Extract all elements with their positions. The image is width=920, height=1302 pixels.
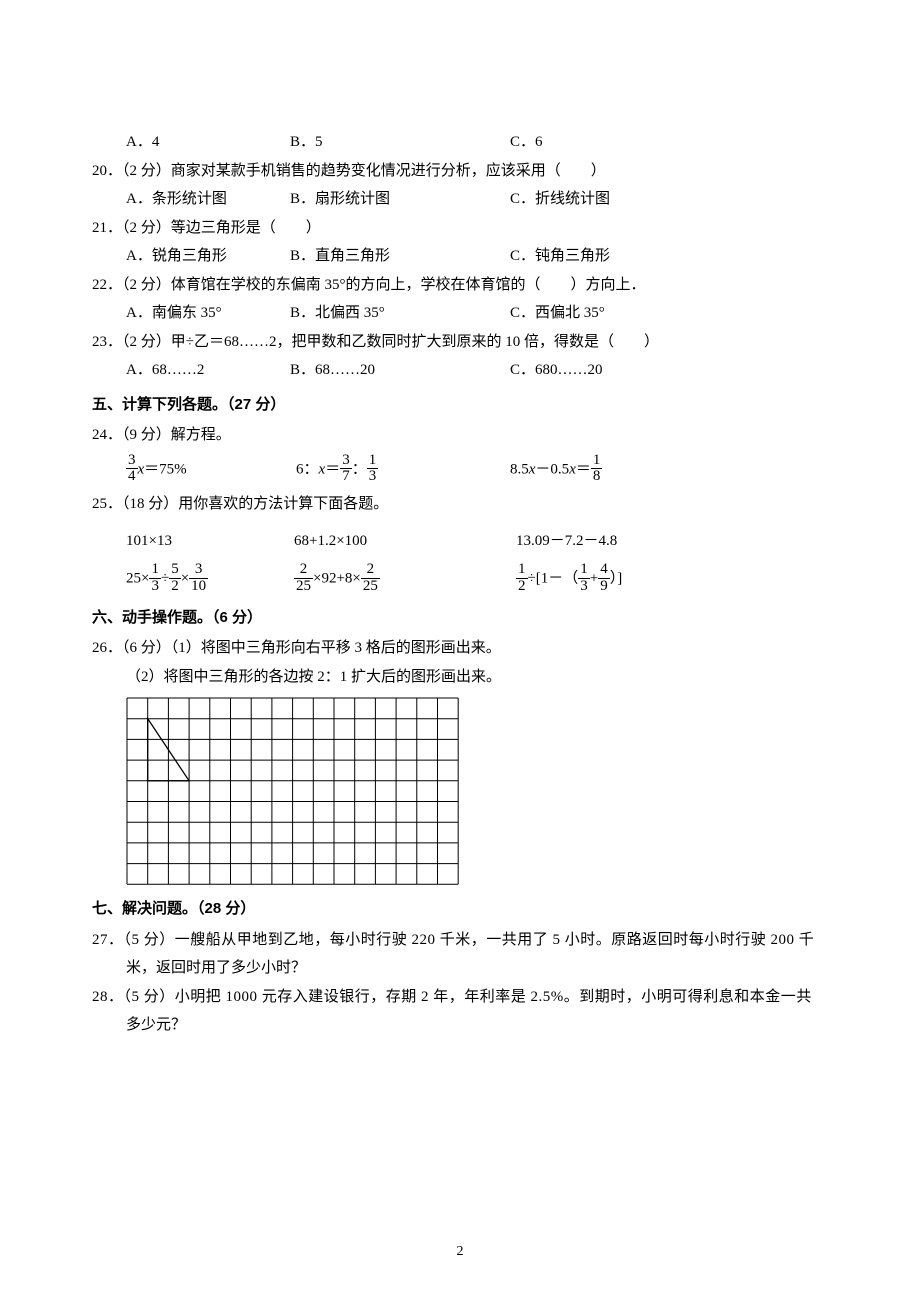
frac-n: 4 [598,562,610,579]
q21-choices: A．锐角三角形 B．直角三角形 C．钝角三角形 [92,242,828,271]
q23-choice-c: C．680……20 [510,356,710,385]
q19-choice-c: C．6 [510,128,710,157]
frac-n: 1 [591,453,603,470]
q27-line2: 米，返回时用了多少小时？ [92,954,828,983]
q22-choices: A．南偏东 35° B．北偏西 35° C．西偏北 35° [92,299,828,328]
q22-choice-b: B．北偏西 35° [290,299,510,328]
q24-eq3: 8.5x－0.5x＝18 [510,454,602,487]
q21-stem: 21．（2 分）等边三角形是（ ） [92,214,828,243]
q24-stem: 24．（9 分）解方程。 [92,421,828,450]
frac-d: 9 [598,579,610,595]
op: ×92+8× [313,571,361,587]
frac-d: 25 [361,579,380,595]
q24-equations: 34xx＝75%＝75% 6：x＝6：x＝37：13 8.5x－0.5x＝18 [92,454,828,487]
q23-stem: 23．（2 分）甲÷乙＝68……2，把甲数和乙数同时扩大到原来的 10 倍，得数… [92,328,828,357]
q19-choice-a: A．4 [92,128,290,157]
q23-choice-a: A．68……2 [92,356,290,385]
q28-line2: 多少元？ [92,1011,828,1040]
q21-choice-a: A．锐角三角形 [92,242,290,271]
frac-n: 2 [361,562,380,579]
q24-eq1: 34xx＝75%＝75% [92,454,296,487]
frac-n: 1 [149,562,161,579]
eq-mid: ： [352,461,367,477]
frac-n: 5 [169,562,181,579]
op: × [181,571,189,587]
frac-n: 3 [126,453,138,470]
q20-choice-a: A．条形统计图 [92,185,290,214]
q20-choice-c: C．折线统计图 [510,185,710,214]
q21-choice-c: C．钝角三角形 [510,242,710,271]
section-5-title: 五、计算下列各题。（27 分） [92,391,828,420]
q26-sub2: （2）将图中三角形的各边按 2：1 扩大后的图形画出来。 [92,663,828,692]
q26-stem: 26．（6 分）（1）将图中三角形向右平移 3 格后的图形画出来。 [92,634,828,663]
q26-grid [126,697,828,885]
frac-d: 2 [169,579,181,595]
q25-r2c2: 225×92+8×225 [294,563,516,596]
q25-r1c2: 68+1.2×100 [294,527,516,556]
section-7-title: 七、解决问题。（28 分） [92,895,828,924]
frac-d: 25 [294,579,313,595]
q19-choice-b: B．5 [290,128,510,157]
frac-n: 2 [294,562,313,579]
frac-d: 4 [126,469,138,485]
op: ÷ [161,571,169,587]
page-number: 2 [0,1239,920,1266]
op: + [590,571,598,587]
q22-choice-a: A．南偏东 35° [92,299,290,328]
q19-choices: A．4 B．5 C．6 [92,128,828,157]
q25-r1c1: 101×13 [92,527,294,556]
q23-choice-b: B．68……20 [290,356,510,385]
frac-n: 3 [340,453,352,470]
grid-svg [126,697,459,885]
frac-n: 1 [516,562,528,579]
q25-row2: 25×13÷52×310 225×92+8×225 12÷[1－（13+49）] [92,563,828,596]
frac-d: 3 [367,469,379,485]
q25-r2c3: 12÷[1－（13+49）] [516,563,622,596]
q20-choice-b: B．扇形统计图 [290,185,510,214]
frac-d: 2 [516,579,528,595]
q20-choices: A．条形统计图 B．扇形统计图 C．折线统计图 [92,185,828,214]
frac-d: 8 [591,469,603,485]
section-6-title: 六、动手操作题。（6 分） [92,604,828,633]
q20-stem: 20．（2 分）商家对某款手机销售的趋势变化情况进行分析，应该采用（ ） [92,157,828,186]
q24-eq2: 6：x＝6：x＝37：13 [296,454,510,487]
op: ÷[1－（ [528,571,579,587]
frac-d: 3 [578,579,590,595]
q25-r2c1: 25×13÷52×310 [92,563,294,596]
frac-n: 3 [189,562,208,579]
q27-line1: 27．（5 分）一艘船从甲地到乙地，每小时行驶 220 千米，一共用了 5 小时… [92,926,828,955]
txt: 25× [126,571,149,587]
q25-r1c3: 13.09－7.2－4.8 [516,527,617,556]
op: ）] [610,571,623,587]
frac-d: 10 [189,579,208,595]
frac-n: 1 [367,453,379,470]
q28-line1: 28．（5 分）小明把 1000 元存入建设银行，存期 2 年，年利率是 2.5… [92,983,828,1012]
frac-n: 1 [578,562,590,579]
frac-d: 3 [149,579,161,595]
frac-d: 7 [340,469,352,485]
q23-choices: A．68……2 B．68……20 C．680……20 [92,356,828,385]
q22-choice-c: C．西偏北 35° [510,299,710,328]
q21-choice-b: B．直角三角形 [290,242,510,271]
q25-stem: 25．（18 分）用你喜欢的方法计算下面各题。 [92,490,828,519]
q25-row1: 101×13 68+1.2×100 13.09－7.2－4.8 [92,527,828,556]
q22-stem: 22．（2 分）体育馆在学校的东偏南 35°的方向上，学校在体育馆的（ ）方向上… [92,271,828,300]
